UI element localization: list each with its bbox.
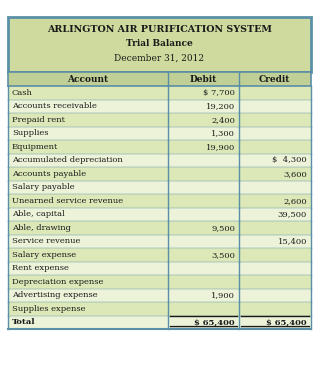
Text: 19,200: 19,200 (206, 102, 235, 110)
Bar (8, 248, 311, 262)
Text: Accumulated depreciation: Accumulated depreciation (12, 156, 123, 164)
Bar (8, 180, 311, 194)
Bar (8, 207, 311, 221)
Text: Supplies: Supplies (12, 129, 48, 137)
Text: Credit: Credit (259, 75, 290, 83)
Text: $  4,300: $ 4,300 (272, 156, 307, 164)
Text: $ 65,400: $ 65,400 (266, 318, 307, 326)
Text: Total: Total (12, 318, 36, 326)
Bar (8, 315, 311, 329)
Text: Depreciation expense: Depreciation expense (12, 278, 103, 286)
Text: Rent expense: Rent expense (12, 264, 69, 272)
Text: 2,400: 2,400 (211, 116, 235, 124)
Text: 3,500: 3,500 (211, 251, 235, 259)
Bar (8, 194, 311, 207)
Bar (8, 235, 311, 248)
Bar (8, 262, 311, 275)
Bar (8, 288, 311, 302)
Text: $ 65,400: $ 65,400 (194, 318, 235, 326)
Text: Debit: Debit (190, 75, 217, 83)
Text: Able, capital: Able, capital (12, 210, 65, 218)
Text: ARLINGTON AIR PURIFICATION SYSTEM: ARLINGTON AIR PURIFICATION SYSTEM (47, 25, 272, 34)
Bar (8, 100, 311, 113)
Text: Cash: Cash (12, 89, 33, 97)
Text: Prepaid rent: Prepaid rent (12, 116, 65, 124)
Bar (8, 153, 311, 167)
Bar (8, 302, 311, 315)
Text: Equipment: Equipment (12, 143, 58, 151)
Text: Accounts receivable: Accounts receivable (12, 102, 97, 110)
Text: 2,600: 2,600 (283, 197, 307, 205)
Bar (8, 113, 311, 127)
Text: 3,600: 3,600 (283, 170, 307, 178)
Bar (8, 86, 311, 100)
Text: Account: Account (67, 75, 108, 83)
Bar (8, 127, 311, 140)
Text: 9,500: 9,500 (211, 224, 235, 232)
Text: Supplies expense: Supplies expense (12, 305, 85, 313)
Text: Salary expense: Salary expense (12, 251, 76, 259)
Text: Unearned service revenue: Unearned service revenue (12, 197, 123, 205)
Text: 19,900: 19,900 (206, 143, 235, 151)
Bar (8, 140, 311, 153)
Text: 1,900: 1,900 (211, 291, 235, 299)
Bar (8, 221, 311, 235)
Text: 1,300: 1,300 (211, 129, 235, 137)
Text: 39,500: 39,500 (278, 210, 307, 218)
Text: December 31, 2012: December 31, 2012 (115, 53, 204, 62)
Text: $ 7,700: $ 7,700 (203, 89, 235, 97)
Bar (8, 167, 311, 180)
Text: Salary payable: Salary payable (12, 183, 75, 191)
Text: 15,400: 15,400 (278, 237, 307, 245)
Text: Able, drawing: Able, drawing (12, 224, 71, 232)
Text: Service revenue: Service revenue (12, 237, 80, 245)
Bar (8, 275, 311, 288)
Text: Trial Balance: Trial Balance (126, 39, 193, 48)
Text: Advertising expense: Advertising expense (12, 291, 98, 299)
Bar (8, 72, 311, 86)
Text: Accounts payable: Accounts payable (12, 170, 86, 178)
Bar (8, 17, 311, 72)
